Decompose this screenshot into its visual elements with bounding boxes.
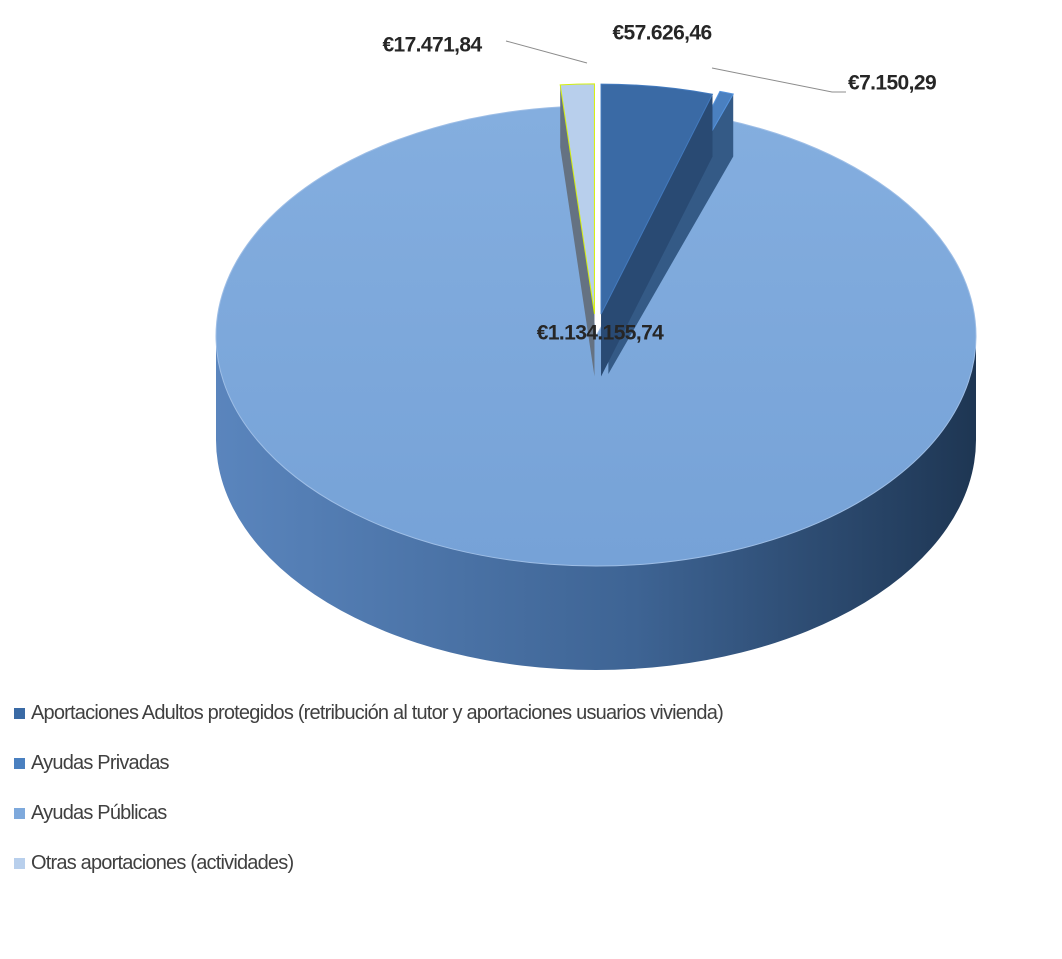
data-label-ayudas-privadas: €7.150,29 [848, 72, 936, 95]
pie-slice-top [559, 83, 595, 314]
legend-item-otras-aportaciones: Otras aportaciones (actividades) [14, 838, 723, 888]
leader-line-otras-aportaciones [505, 40, 588, 64]
pie-slice-wall [560, 84, 595, 377]
legend-swatch-aportaciones-adultos [14, 707, 25, 719]
legend-item-ayudas-privadas: Ayudas Privadas [14, 738, 723, 788]
legend-swatch-otras-aportaciones [14, 857, 25, 869]
pie-chart: €57.626,46 €7.150,29 €1.134.155,74 €17.471,… [215, 22, 977, 670]
legend-swatch-ayudas-privadas [14, 757, 25, 769]
data-label-aportaciones-adultos: €57.626,46 [612, 22, 711, 45]
pie-slice-ayudas-publicas [215, 106, 977, 670]
leader-line-ayudas-privadas [711, 67, 846, 93]
pie-slice-side [216, 336, 976, 670]
pie-slice-aportaciones-adultos [600, 83, 714, 377]
pie-slice-otras-aportaciones [559, 83, 595, 377]
data-label-ayudas-publicas: €1.134.155,74 [537, 322, 664, 345]
legend-swatch-ayudas-publicas [14, 807, 25, 819]
legend-item-ayudas-publicas: Ayudas Públicas [14, 788, 723, 838]
pie-slice-wall [601, 94, 713, 377]
data-label-otras-aportaciones: €17.471,84 [382, 34, 482, 57]
pie-slice-top [600, 83, 714, 315]
legend-label: Ayudas Privadas [31, 751, 170, 774]
legend-label: Aportaciones Adultos protegidos (retribu… [31, 701, 724, 724]
legend-label: Otras aportaciones (actividades) [31, 851, 294, 874]
pie-slice-top [215, 106, 977, 567]
legend-label: Ayudas Públicas [31, 801, 167, 824]
legend: Aportaciones Adultos protegidos (retribu… [14, 688, 724, 888]
legend-item-aportaciones-adultos: Aportaciones Adultos protegidos (retribu… [14, 688, 724, 738]
